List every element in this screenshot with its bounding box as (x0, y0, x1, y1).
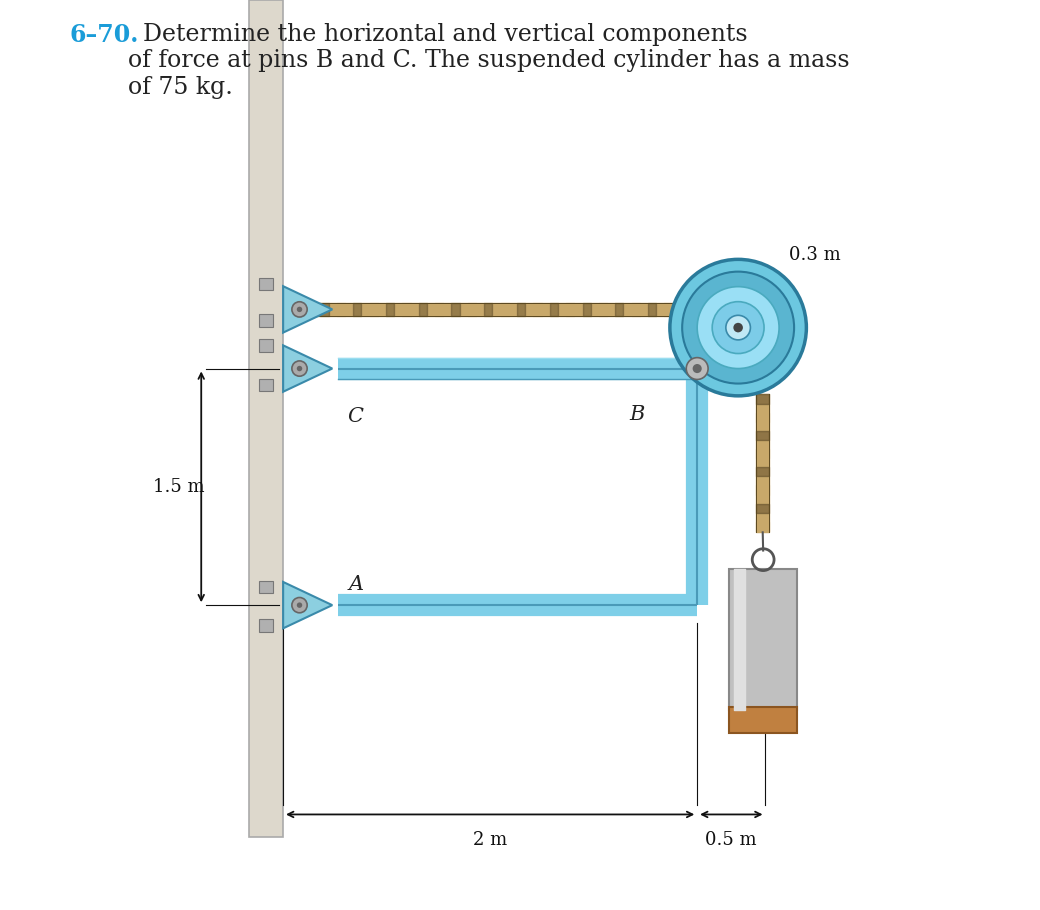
Bar (729, 707, 798, 733)
Text: 2 m: 2 m (473, 831, 508, 849)
Circle shape (726, 316, 751, 339)
Bar (259, 619, 274, 632)
Circle shape (682, 271, 795, 384)
Polygon shape (283, 346, 332, 391)
Circle shape (670, 259, 806, 396)
Circle shape (693, 364, 702, 373)
Circle shape (296, 307, 303, 312)
Circle shape (733, 323, 743, 332)
Text: C: C (346, 407, 363, 426)
Text: B: B (629, 405, 645, 424)
Text: 0.3 m: 0.3 m (789, 247, 840, 264)
Bar (729, 569, 798, 710)
Text: Determine the horizontal and vertical components
of force at pins B and C. The s: Determine the horizontal and vertical co… (128, 23, 850, 99)
Circle shape (292, 302, 307, 317)
Bar (259, 379, 274, 391)
Circle shape (296, 366, 303, 371)
Circle shape (697, 287, 779, 369)
Polygon shape (283, 582, 332, 628)
Polygon shape (283, 286, 332, 332)
Circle shape (712, 301, 764, 353)
Text: 6–70.: 6–70. (70, 23, 138, 46)
Circle shape (686, 358, 708, 379)
Text: 0.5 m: 0.5 m (705, 831, 757, 849)
Bar (259, 581, 274, 593)
Bar (249, 0, 283, 837)
Text: A: A (348, 575, 364, 594)
Bar (259, 339, 274, 352)
Text: 1.5 m: 1.5 m (153, 478, 204, 496)
Circle shape (296, 602, 303, 608)
Circle shape (292, 361, 307, 376)
Bar (259, 278, 274, 290)
Bar (259, 314, 274, 327)
Circle shape (292, 598, 307, 612)
